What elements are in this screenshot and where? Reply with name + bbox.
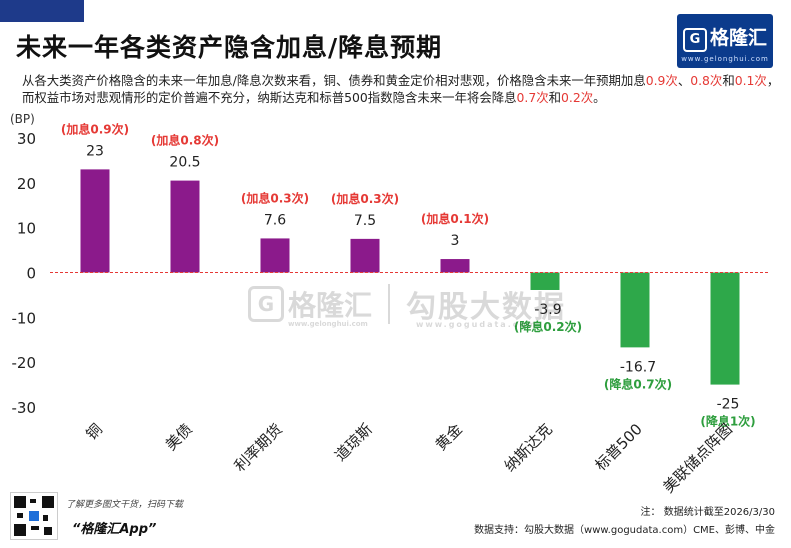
subtitle-highlight: 0.1次 xyxy=(734,73,767,88)
logo-url: www.gelonghui.com xyxy=(681,55,769,63)
qr-code[interactable] xyxy=(10,492,58,540)
data-label: 20.5 xyxy=(169,155,200,171)
bar-annotation: (加息0.9次) xyxy=(61,121,129,136)
bar-annotation: (加息0.1次) xyxy=(421,211,489,226)
footer-source: 数据支持：勾股大数据（www.gogudata.com）CME、彭博、中金 xyxy=(474,525,775,536)
x-category-label: 标普500 xyxy=(592,420,646,474)
watermark-divider xyxy=(388,284,391,324)
y-tick-label: 20 xyxy=(17,175,36,193)
x-category-label: 美联储点阵图 xyxy=(659,420,735,496)
footer-note: 注： 数据统计截至2026/3/30 xyxy=(640,507,775,518)
y-tick-label: 10 xyxy=(17,220,36,238)
bar-annotation: (加息0.3次) xyxy=(241,190,309,205)
chart-title: 未来一年各类资产隐含加息/降息预期 xyxy=(16,33,443,62)
y-tick-label: -20 xyxy=(12,354,37,372)
subtitle-text: ，而权益市场对悲观情形的定价普遍不充分，纳斯达克和标普500指数隐含未来一年将会… xyxy=(22,73,780,105)
gelonghui-logo[interactable]: G 格隆汇 www.gelonghui.com xyxy=(677,14,773,68)
subtitle-text: 、 xyxy=(677,73,691,88)
watermark-data-url: www.gogudata.com xyxy=(416,320,538,329)
y-axis-unit: (BP) xyxy=(10,112,35,126)
subtitle-highlight: 0.9次 xyxy=(645,73,678,88)
x-category-label: 道琼斯 xyxy=(331,420,376,465)
footer-app-name: “格隆汇App” xyxy=(72,522,157,537)
y-tick-label: 30 xyxy=(17,130,36,148)
y-tick-label: -10 xyxy=(12,309,37,327)
y-tick-label: -30 xyxy=(12,399,37,417)
data-label: 3 xyxy=(451,233,460,249)
bar xyxy=(170,180,200,273)
x-category-label: 利率期货 xyxy=(231,420,286,475)
subtitle-highlight: 0.7次 xyxy=(516,90,549,105)
logo-name: 格隆汇 xyxy=(709,27,767,49)
watermark-g-icon: G xyxy=(248,286,284,322)
data-label: -16.7 xyxy=(620,359,656,375)
y-tick-label: 0 xyxy=(26,265,36,283)
subtitle-highlight: 0.2次 xyxy=(561,90,594,105)
x-category-label: 黄金 xyxy=(432,420,466,454)
data-label: -25 xyxy=(717,397,740,413)
data-label: 7.5 xyxy=(354,213,376,229)
x-category-label: 纳斯达克 xyxy=(501,420,556,475)
subtitle-highlight: 0.8次 xyxy=(690,73,723,88)
bar xyxy=(350,238,380,273)
bar-annotation: (降息0.2次) xyxy=(514,319,582,334)
bar xyxy=(440,259,470,273)
data-label: 23 xyxy=(86,143,104,159)
bar xyxy=(530,272,560,290)
bar-annotation: (加息0.8次) xyxy=(151,133,219,148)
footer-promo: 了解更多图文干货，扫码下载 xyxy=(66,500,184,510)
subtitle-text: 和 xyxy=(548,90,561,105)
top-accent-bar xyxy=(0,0,84,22)
chart-subtitle: 从各大类资产价格隐含的未来一年加息/降息次数来看，铜、债券和黄金定价相对悲观，价… xyxy=(22,72,782,106)
bar xyxy=(80,169,110,273)
x-category-label: 铜 xyxy=(82,420,105,443)
watermark-brand: 格隆汇 xyxy=(288,289,373,322)
subtitle-text: 从各大类资产价格隐含的未来一年加息/降息次数来看，铜、债券和黄金定价相对悲观，价… xyxy=(22,73,646,88)
x-category-label: 美债 xyxy=(162,420,196,454)
subtitle-text: 。 xyxy=(593,90,606,105)
bar xyxy=(260,238,290,273)
watermark-data-brand: 勾股大数据 xyxy=(406,290,567,325)
watermark-brand-url: www.gelonghui.com xyxy=(288,320,368,328)
bar xyxy=(710,272,740,385)
bar xyxy=(620,272,650,348)
subtitle-text: 和 xyxy=(722,73,735,88)
bar-annotation: (降息0.7次) xyxy=(604,376,672,391)
data-label: -3.9 xyxy=(534,302,561,318)
bar-annotation: (加息0.3次) xyxy=(331,191,399,206)
watermark: G 格隆汇 勾股大数据 www.gelonghui.com www.gogudata… xyxy=(248,282,567,329)
logo-g-icon: G xyxy=(682,28,707,52)
bar-annotation: (降息1次) xyxy=(700,414,755,429)
data-label: 7.6 xyxy=(264,212,286,228)
